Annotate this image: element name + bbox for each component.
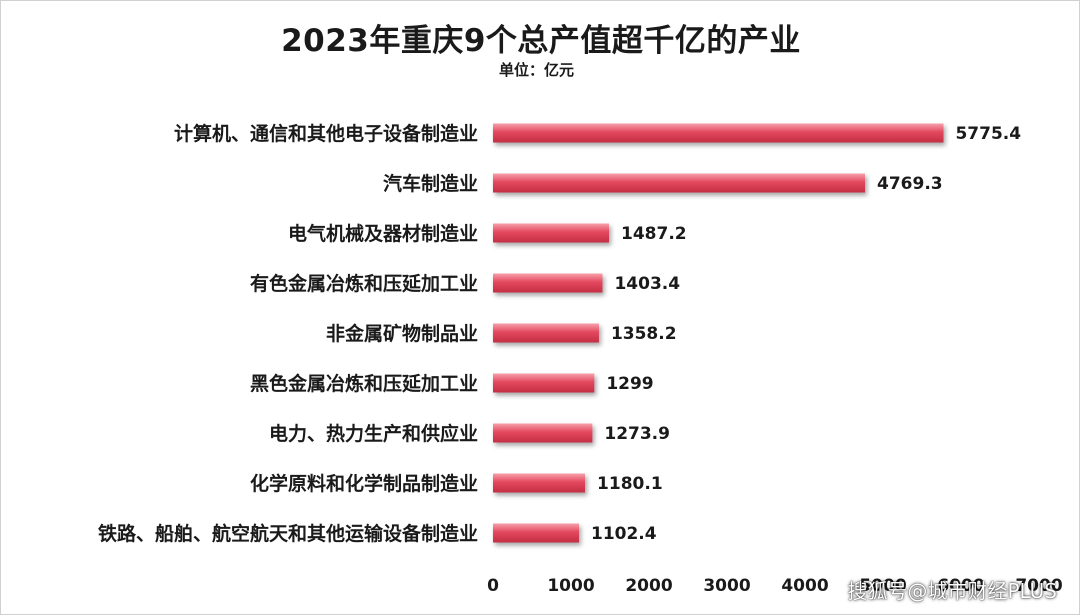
category-label: 电气机械及器材制造业 bbox=[288, 222, 478, 245]
value-label: 1358.2 bbox=[611, 324, 677, 344]
value-label: 4769.3 bbox=[877, 174, 943, 194]
bar bbox=[493, 273, 603, 293]
x-tick-label: 2000 bbox=[625, 576, 672, 596]
category-label: 汽车制造业 bbox=[383, 172, 478, 195]
value-label: 1102.4 bbox=[591, 524, 657, 544]
bar bbox=[493, 173, 866, 193]
x-tick-label: 0 bbox=[487, 576, 499, 596]
bar bbox=[493, 373, 595, 393]
x-tick-label: 5000 bbox=[859, 576, 906, 596]
watermark: 搜狐号@城市财经PLUS bbox=[847, 579, 1057, 603]
chart-title: 2023年重庆9个总产值超千亿的产业 bbox=[281, 23, 801, 59]
value-label: 1273.9 bbox=[604, 424, 670, 444]
x-tick-label: 1000 bbox=[547, 576, 594, 596]
value-label: 5775.4 bbox=[955, 124, 1021, 144]
value-label: 1299 bbox=[606, 374, 653, 394]
category-label: 黑色金属冶炼和压延加工业 bbox=[250, 372, 478, 395]
bar bbox=[493, 223, 610, 243]
bar bbox=[493, 423, 593, 443]
category-label: 非金属矿物制品业 bbox=[326, 322, 478, 345]
value-label: 1180.1 bbox=[597, 474, 663, 494]
x-tick-label: 7000 bbox=[1015, 576, 1062, 596]
category-label: 计算机、通信和其他电子设备制造业 bbox=[174, 122, 478, 145]
category-label: 化学原料和化学制品制造业 bbox=[250, 472, 478, 495]
bar bbox=[493, 473, 586, 493]
bar bbox=[493, 523, 579, 543]
category-label: 电力、热力生产和供应业 bbox=[269, 422, 478, 445]
category-label: 有色金属冶炼和压延加工业 bbox=[250, 272, 478, 295]
chart-subtitle: 单位：亿元 bbox=[499, 61, 575, 79]
bar bbox=[493, 323, 599, 343]
value-label: 1403.4 bbox=[614, 274, 680, 294]
x-tick-label: 4000 bbox=[781, 576, 828, 596]
value-label: 1487.2 bbox=[621, 224, 687, 244]
bar bbox=[493, 123, 944, 143]
x-tick-label: 3000 bbox=[703, 576, 750, 596]
x-tick-label: 6000 bbox=[937, 576, 984, 596]
category-label: 铁路、船舶、航空航天和其他运输设备制造业 bbox=[98, 522, 478, 545]
